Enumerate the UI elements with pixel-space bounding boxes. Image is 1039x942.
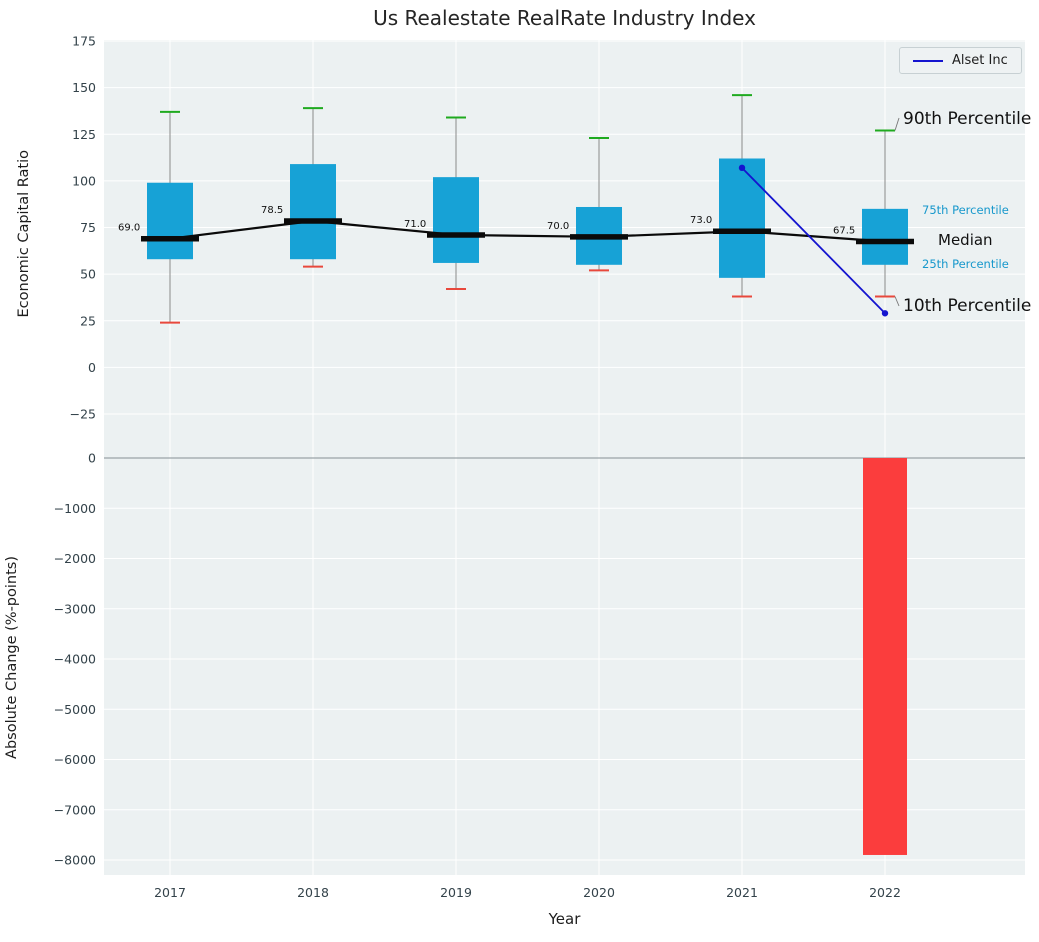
iqr-box-2021 xyxy=(719,158,765,278)
annotation-90th-percentile: 90th Percentile xyxy=(903,109,1032,129)
ytick-bottom: −3000 xyxy=(54,601,96,616)
median-value-label-2022: 67.5 xyxy=(833,225,855,236)
alset-inc-point xyxy=(738,164,746,172)
annotation-10th-percentile: 10th Percentile xyxy=(903,296,1032,316)
ytick-bottom: −4000 xyxy=(54,652,96,667)
xtick-year: 2021 xyxy=(726,885,758,900)
ytick-bottom: −1000 xyxy=(54,501,96,516)
xtick-year: 2020 xyxy=(583,885,615,900)
ytick-top: 175 xyxy=(72,34,96,49)
median-value-label-2021: 73.0 xyxy=(690,215,712,226)
p10-annotation-connector xyxy=(894,296,900,307)
ytick-bottom: −7000 xyxy=(54,802,96,817)
ytick-top: −25 xyxy=(70,407,96,422)
alset-inc-line xyxy=(741,167,886,314)
y-axis-label-economic-capital-ratio: Economic Capital Ratio xyxy=(16,150,32,318)
median-value-label-2020: 70.0 xyxy=(547,221,569,232)
annotation-25th-percentile: 25th Percentile xyxy=(922,257,1009,271)
ytick-top: 125 xyxy=(72,127,96,142)
xtick-year: 2019 xyxy=(440,885,472,900)
ytick-top: 100 xyxy=(72,173,96,188)
ytick-bottom: 0 xyxy=(88,451,96,466)
iqr-box-2022 xyxy=(862,208,908,265)
p90-annotation-connector xyxy=(894,117,900,131)
ytick-top: 75 xyxy=(80,220,96,235)
iqr-box-2017 xyxy=(147,182,193,260)
legend: Alset Inc xyxy=(899,47,1022,74)
ytick-top: 0 xyxy=(88,360,96,375)
ytick-bottom: −5000 xyxy=(54,702,96,717)
annotation-median: Median xyxy=(938,231,993,249)
xtick-year: 2017 xyxy=(154,885,186,900)
change-bar-2022 xyxy=(863,458,907,855)
xtick-year: 2018 xyxy=(297,885,329,900)
y-axis-label-absolute-change: Absolute Change (%-points) xyxy=(4,556,20,759)
alset-line-icon xyxy=(913,59,943,62)
iqr-box-2019 xyxy=(433,177,479,263)
x-axis-label-year: Year xyxy=(548,910,581,928)
ytick-bottom: −2000 xyxy=(54,551,96,566)
legend-label: Alset Inc xyxy=(952,53,1008,68)
ytick-top: 150 xyxy=(72,80,96,95)
chart-title: Us Realestate RealRate Industry Index xyxy=(373,6,756,30)
ytick-top: 25 xyxy=(80,313,96,328)
xtick-year: 2022 xyxy=(869,885,901,900)
annotation-75th-percentile: 75th Percentile xyxy=(922,203,1009,217)
ytick-bottom: −8000 xyxy=(54,853,96,868)
median-value-label-2018: 78.5 xyxy=(261,205,283,216)
alset-inc-point xyxy=(881,310,889,317)
median-value-label-2017: 69.0 xyxy=(118,223,140,234)
ytick-bottom: −6000 xyxy=(54,752,96,767)
ytick-top: 50 xyxy=(80,267,96,282)
iqr-box-2018 xyxy=(290,164,336,260)
median-value-label-2019: 71.0 xyxy=(404,219,426,230)
